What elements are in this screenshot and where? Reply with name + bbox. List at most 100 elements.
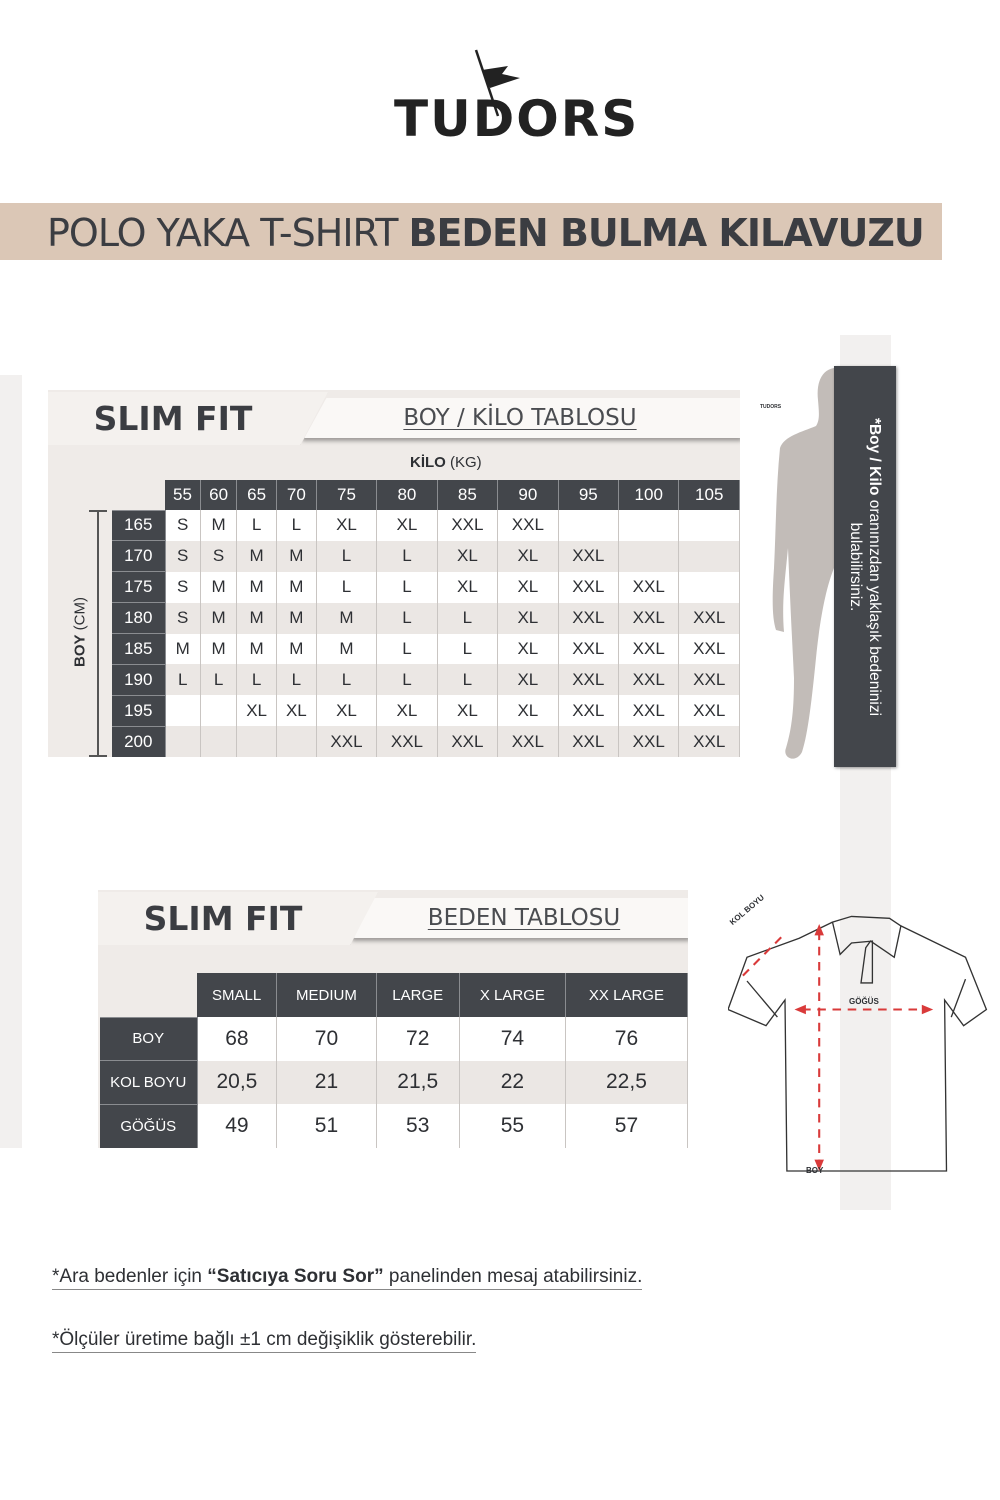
size-cell: L [316,571,378,603]
size-cell: XXL [618,571,680,603]
size-cell: L [437,664,499,696]
measure-cell: 53 [376,1104,460,1148]
measure-cell: 74 [459,1017,566,1061]
height-header: 190 [112,663,166,696]
size-cell: XXL [437,726,499,758]
boy-kilo-table: 55 60 65 70 75 80 85 90 95 100 105 165 S M L L XL XL XXL X… [112,480,740,758]
size-cell [618,540,680,572]
boy-kilo-title: SLIM FIT [48,392,328,445]
size-cell: L [236,664,277,696]
size-cell: XL [437,695,499,727]
size-cell: XL [376,510,438,541]
size-cell: XXL [558,571,620,603]
size-cell: XL [236,695,277,727]
weight-header: 70 [276,480,317,510]
brand-logo: TUDORS [390,40,637,148]
size-cell: M [276,571,317,603]
title-banner: POLO YAKA T-SHIRT BEDEN BULMA KILAVUZU [0,203,942,260]
weight-header: 80 [376,480,438,510]
side-note-text: *Boy / Kilo oranınızdan yaklaşık bedenin… [847,417,883,716]
table-row: 170 S S M M L L XL XL XXL [112,540,740,572]
size-cell: XXL [678,633,740,665]
measure-cell: 68 [197,1017,278,1061]
measure-cell: 57 [565,1104,689,1148]
beden-table: SMALL MEDIUM LARGE X LARGE XX LARGE BOY 68 70 7… [100,973,689,1148]
measure-cell: 20,5 [197,1060,278,1105]
table-row: 180 S M M M M L L XL XXL XXL XXL [112,602,740,634]
size-cell: S [165,510,201,541]
size-cell: XXL [618,633,680,665]
measure-cell: 22 [459,1060,566,1105]
table-row: 195 XL XL XL XL XL XL XXL XXL XXL [112,694,740,727]
bracket-top [89,510,107,512]
size-cell: XXL [618,664,680,696]
measure-cell: 70 [276,1017,377,1061]
boy-label: BOY [806,1166,824,1175]
size-cell [678,510,740,541]
size-cell: XL [497,695,559,727]
size-header: SMALL [197,973,278,1017]
size-cell: M [200,602,238,634]
table-row: BOY 68 70 72 74 76 [100,1016,689,1061]
size-cell: S [165,571,201,603]
size-cell [200,726,238,758]
size-cell: XXL [558,695,620,727]
height-header: 170 [112,540,166,572]
size-cell: M [200,571,238,603]
weight-header: 65 [236,480,277,510]
size-cell: L [316,540,378,572]
size-cell: XL [316,510,378,541]
boy-bracket [97,510,99,757]
height-header: 180 [112,602,166,634]
size-cell: XXL [558,633,620,665]
measure-header: BOY [100,1016,198,1061]
logo-text: TUDORS [394,90,640,148]
size-header: XX LARGE [565,973,689,1017]
size-cell [200,695,238,727]
weight-header: 100 [618,480,680,510]
size-cell: L [165,664,201,696]
table-row: GÖĞÜS 49 51 53 55 57 [100,1103,689,1148]
size-cell: XXL [497,510,559,541]
boy-kilo-subtitle: BOY / KİLO TABLOSU [300,398,740,438]
measure-cell: 49 [197,1104,278,1148]
measure-cell: 21,5 [376,1060,460,1105]
weight-header: 95 [558,480,620,510]
side-note-box: *Boy / Kilo oranınızdan yaklaşık bedenin… [834,366,896,767]
page-title: POLO YAKA T-SHIRT BEDEN BULMA KILAVUZU [47,211,925,255]
note-intermediate-sizes: *Ara bedenler için “Satıcıya Soru Sor” p… [52,1266,643,1290]
note-measurement-tolerance: *Ölçüler üretime bağlı ±1 cm değişiklik … [52,1329,477,1353]
bracket-bottom [89,755,107,757]
size-cell: XXL [497,726,559,758]
size-cell: XL [497,540,559,572]
size-cell: XXL [618,602,680,634]
size-cell: XL [276,695,317,727]
size-cell [236,726,277,758]
measure-cell: 72 [376,1017,460,1061]
beden-title: SLIM FIT [98,892,378,945]
measure-cell: 22,5 [565,1060,689,1105]
figure-logo: TUDORS [760,404,782,410]
size-cell: XL [376,695,438,727]
size-cell: XL [437,571,499,603]
size-cell: M [236,540,277,572]
size-cell: S [165,540,201,572]
size-cell: M [276,540,317,572]
size-cell: XL [316,695,378,727]
size-cell: M [200,510,238,541]
size-cell: XL [437,540,499,572]
human-silhouette-icon [772,368,834,759]
table-row: 185 M M M M M L L XL XXL XXL XXL [112,633,740,665]
size-cell [678,571,740,603]
size-cell: M [316,602,378,634]
size-cell: XXL [316,726,378,758]
size-cell: XXL [558,664,620,696]
size-cell [276,726,317,758]
height-header: 200 [112,725,166,758]
size-cell: XXL [558,602,620,634]
size-cell: S [200,540,238,572]
size-cell [678,540,740,572]
size-cell: XL [497,664,559,696]
measure-cell: 51 [276,1104,377,1148]
weight-header: 75 [316,480,378,510]
